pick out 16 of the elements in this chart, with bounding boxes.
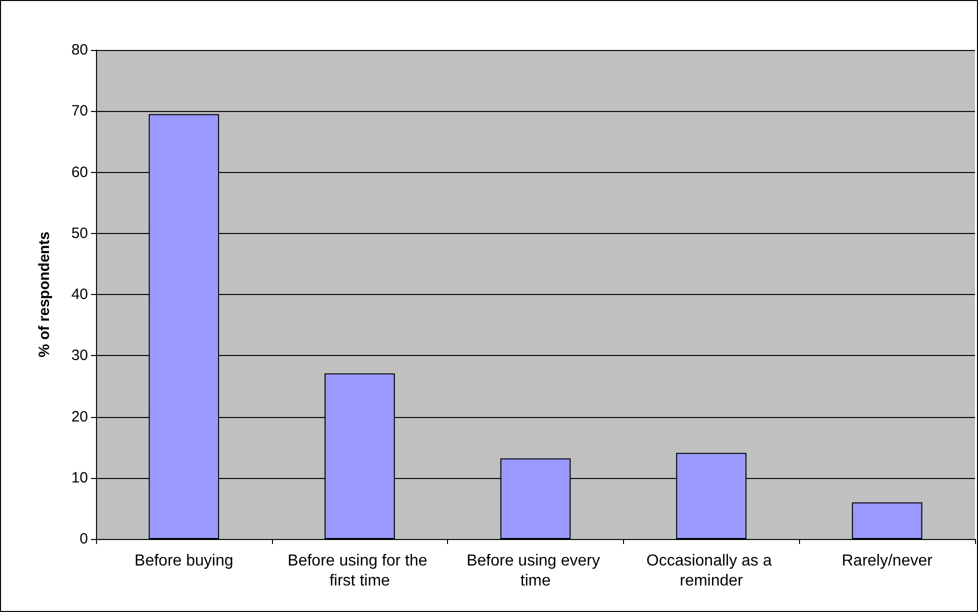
y-tick-label: 80 [71, 42, 88, 58]
y-tick-label: 70 [71, 102, 88, 120]
y-tick-label: 30 [71, 347, 88, 364]
x-tick-label: Before using every time [466, 552, 604, 590]
y-tick-label: 10 [71, 469, 88, 486]
y-tick-label: 20 [71, 408, 88, 426]
y-tick-label: 50 [71, 224, 88, 242]
y-tick-label: 0 [80, 530, 88, 548]
x-tick-label: Rarely/never [842, 552, 934, 570]
x-tick-label: Before using for the first time [288, 552, 432, 590]
x-tick-label: Occasionally as a reminder [646, 552, 776, 590]
bar [852, 502, 922, 539]
y-tick-label: 40 [71, 286, 88, 303]
y-tick-label: 60 [71, 164, 88, 181]
y-axis-title: % of respondents [36, 232, 53, 358]
x-tick-label: Before buying [134, 552, 234, 570]
